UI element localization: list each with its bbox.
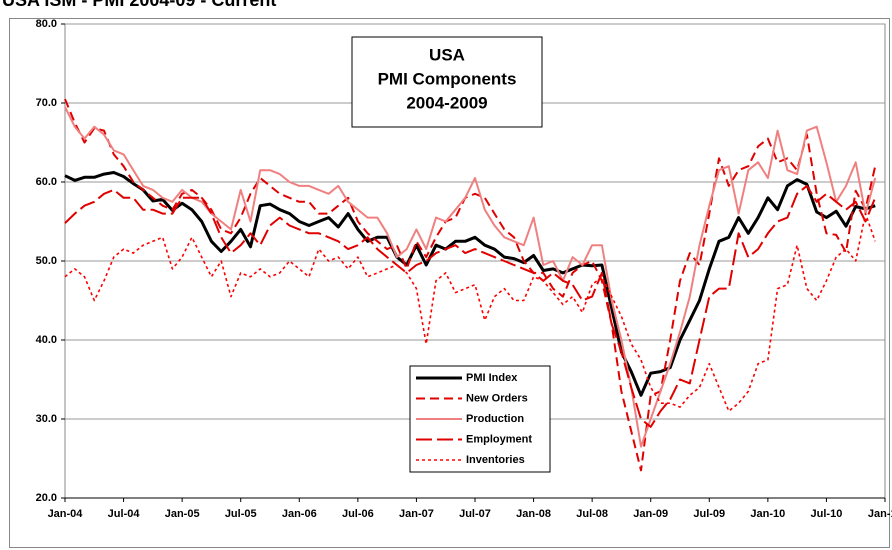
x-tick-label: Jan-07	[399, 508, 434, 520]
x-tick-label: Jul-06	[342, 508, 374, 520]
y-tick-label: 40.0	[36, 334, 57, 346]
x-tick-label: Jul-07	[459, 508, 491, 520]
series-line	[64, 106, 877, 448]
x-tick-label: Jan-09	[633, 508, 668, 520]
annotation-text: 2004-2009	[406, 93, 487, 112]
x-tick-label: Jan-05	[165, 508, 200, 520]
legend-label: Inventories	[466, 454, 525, 466]
y-tick-label: 60.0	[36, 176, 57, 188]
y-tick-label: 50.0	[36, 255, 57, 267]
x-tick-label: Jan-11	[868, 508, 892, 520]
x-tick-label: Jan-04	[48, 508, 84, 520]
legend-label: Employment	[466, 433, 532, 445]
x-tick-label: Jul-10	[811, 508, 843, 520]
series-line	[64, 212, 876, 412]
annotation-box	[351, 36, 543, 128]
series-line	[64, 171, 876, 397]
x-tick-label: Jul-04	[108, 508, 141, 520]
y-tick-label: 30.0	[36, 413, 57, 425]
x-tick-label: Jan-08	[516, 508, 551, 520]
legend-label: Production	[466, 413, 524, 425]
y-tick-label: 80.0	[36, 18, 57, 30]
x-tick-label: Jul-08	[576, 508, 608, 520]
chart-title: USA ISM - PMI 2004-09 - Current	[2, 0, 276, 10]
x-tick-label: Jul-09	[693, 508, 725, 520]
x-tick-label: Jul-05	[225, 508, 257, 520]
y-tick-label: 70.0	[36, 97, 57, 109]
legend-label: New Orders	[466, 392, 528, 404]
y-tick-label: 20.0	[36, 492, 57, 504]
annotation-text: USA	[429, 45, 465, 64]
series-line	[64, 184, 877, 428]
annotation-text: PMI Components	[378, 69, 517, 88]
x-tick-label: Jan-06	[282, 508, 317, 520]
legend-label: PMI Index	[466, 372, 518, 384]
x-tick-label: Jan-10	[750, 508, 785, 520]
